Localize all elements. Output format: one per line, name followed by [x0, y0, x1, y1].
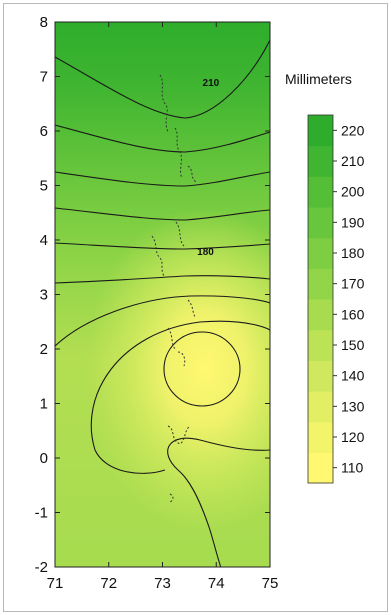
colorbar-tick-label: 150 — [341, 337, 365, 353]
contour-line — [55, 275, 270, 284]
colorbar-segment — [308, 421, 333, 453]
contour-line — [55, 124, 270, 153]
x-tick-label: 71 — [47, 575, 64, 592]
y-tick-label: -1 — [35, 505, 48, 522]
colorbar-tick-label: 190 — [341, 214, 365, 230]
island-outline — [167, 327, 177, 351]
colorbar-tick-label: 220 — [341, 122, 365, 138]
island-outline — [175, 221, 185, 247]
contour-line — [55, 207, 270, 221]
contour-line — [94, 449, 166, 474]
colorbar-tick-label: 130 — [341, 398, 365, 414]
contour-line — [55, 171, 270, 187]
y-tick-label: 3 — [40, 287, 48, 304]
x-tick-label: 74 — [208, 575, 225, 592]
contour-line — [55, 295, 270, 347]
island-outline — [187, 165, 197, 183]
colorbar-segment — [308, 452, 333, 484]
contour-line — [163, 331, 241, 407]
colorbar-tick-label: 210 — [341, 153, 365, 169]
colorbar-tick-label: 120 — [341, 429, 365, 445]
y-axis: -2 -1 0 1 2 3 4 5 6 7 8 — [35, 14, 270, 576]
colorbar-segment — [308, 391, 333, 423]
colorbar-tick-label: 170 — [341, 276, 365, 292]
island-outline — [177, 351, 186, 367]
contour-label: 180 — [197, 247, 214, 258]
y-tick-label: 6 — [40, 123, 48, 140]
y-tick-label: 1 — [40, 396, 48, 413]
y-tick-label: -2 — [35, 559, 48, 576]
colorbar: 110 120 130 140 150 160 170 180 190 200 210 220 — [307, 114, 365, 484]
y-tick-label: 4 — [40, 232, 48, 249]
colorbar-tick-label: 140 — [341, 368, 365, 384]
contour-line — [55, 242, 270, 250]
contour-line — [55, 39, 270, 119]
plot-fill — [55, 22, 270, 567]
colorbar-segment — [308, 237, 333, 269]
y-tick-label: 0 — [40, 450, 48, 467]
x-axis: 71 72 73 74 75 — [47, 22, 279, 592]
colorbar-tick-label: 110 — [341, 460, 364, 476]
colorbar-segment — [308, 329, 333, 361]
colorbar-segment — [308, 299, 333, 331]
colorbar-tick-label: 200 — [341, 184, 365, 200]
island-outline — [174, 127, 183, 179]
colorbar-tick-label: 160 — [341, 306, 365, 322]
contour-label: 210 — [203, 78, 220, 89]
x-tick-label: 72 — [100, 575, 117, 592]
colorbar-border — [307, 114, 334, 484]
colorbar-segment — [308, 360, 333, 392]
colorbar-title: Millimeters — [285, 71, 352, 87]
colorbar-segment — [308, 176, 333, 208]
y-tick-label: 5 — [40, 178, 48, 195]
colorbar-segment — [308, 207, 333, 239]
contour-line — [167, 437, 270, 567]
y-tick-label: 2 — [40, 341, 48, 358]
colorbar-tick-label: 180 — [341, 245, 365, 261]
y-tick-label: 7 — [40, 69, 48, 86]
island-outline — [169, 493, 174, 503]
contour-labels: 210 180 — [197, 78, 219, 258]
colorbar-segment — [308, 268, 333, 300]
contour-line — [90, 320, 270, 451]
island-outline — [167, 425, 191, 445]
island-outlines — [151, 74, 197, 503]
colorbar-segment — [308, 115, 333, 147]
contour-lines — [55, 39, 270, 567]
island-outline — [187, 299, 197, 319]
island-outline — [151, 235, 165, 277]
x-tick-label: 75 — [262, 575, 279, 592]
y-tick-label: 8 — [40, 14, 48, 31]
colorbar-segment — [308, 145, 333, 177]
island-outline — [159, 74, 169, 133]
x-tick-label: 73 — [154, 575, 171, 592]
